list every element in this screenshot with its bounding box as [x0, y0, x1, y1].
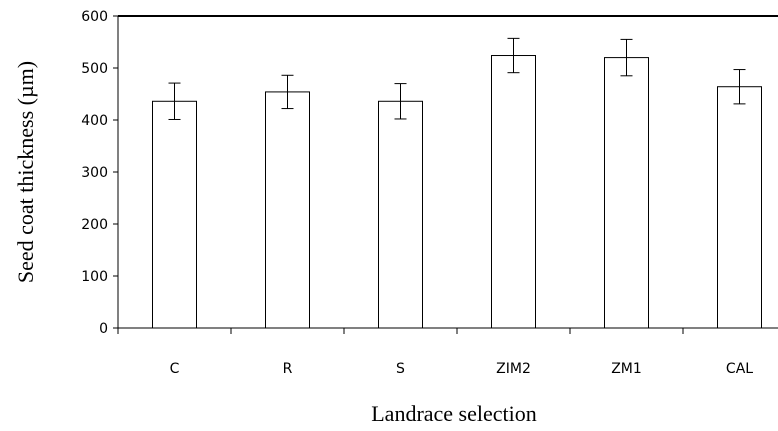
x-axis-title: Landrace selection: [371, 401, 537, 426]
bar-zm1: [604, 57, 649, 329]
x-tick-label: CAL: [726, 361, 753, 377]
y-tick-label: 600: [81, 9, 108, 25]
x-tick-label: ZIM2: [496, 361, 531, 377]
x-tick-label: R: [283, 361, 293, 377]
y-tick-label: 300: [81, 165, 108, 181]
bar-zim2: [491, 55, 536, 329]
y-tick-label: 0: [99, 321, 108, 337]
y-tick-label: 100: [81, 269, 108, 285]
y-tick-label: 200: [81, 217, 108, 233]
x-tick-label: ZM1: [611, 361, 642, 377]
axes: [117, 15, 778, 329]
x-axis-ticks: C R S ZIM2 ZM1 CAL: [117, 328, 753, 377]
y-tick-label: 500: [81, 61, 108, 77]
error-bars: [168, 37, 746, 120]
y-tick-label: 400: [81, 113, 108, 129]
x-tick-label: C: [170, 361, 180, 377]
bar-s: [378, 100, 423, 329]
x-tick-label: S: [396, 361, 405, 377]
bar-r: [265, 91, 310, 329]
bars: [152, 55, 762, 329]
y-axis-title: Seed coat thickness (µm): [13, 61, 38, 283]
bar-c: [152, 100, 197, 329]
y-axis-ticks: 0 100 200 300 400 500 600: [81, 9, 118, 337]
bar-cal: [717, 86, 762, 329]
